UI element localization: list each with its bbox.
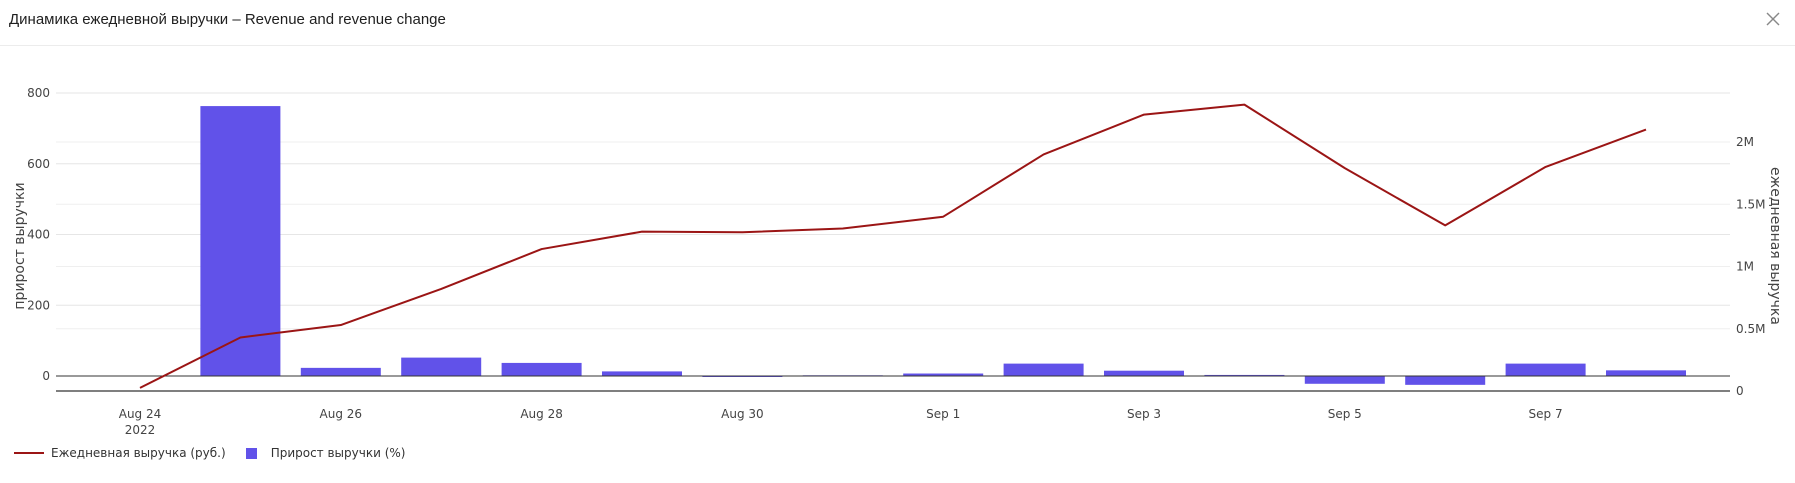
chart-header: Динамика ежедневной выручки – Revenue an… [0,0,1795,46]
bar [1606,370,1686,376]
line-series [139,103,1647,389]
x-tick-label: Sep 7 [1529,407,1563,421]
x-tick-label: Sep 5 [1328,407,1362,421]
x-tick-label: Sep 1 [926,407,960,421]
legend-item-growth[interactable]: Прирост выручки (%) [245,446,406,460]
x-tick-label: Aug 30 [721,407,764,421]
right-tick-label: 1M [1736,260,1754,274]
bar [903,373,984,376]
x-axis-ticks: Aug 24 Aug 26 Aug 28 Aug 30 Sep 1 Sep 3 Sep 5 S… [119,407,1563,437]
bar [1304,376,1385,384]
bar [602,371,682,376]
x-tick-label: Aug 24 [119,407,162,421]
bar [200,106,281,377]
legend-label-revenue: Ежедневная выручка (руб.) [51,446,226,460]
bar [1505,363,1586,376]
chart-title: Динамика ежедневной выручки – Revenue an… [9,11,446,28]
bar-swatch [245,447,257,459]
x-tick-label: Aug 28 [520,407,563,421]
bar [300,367,381,376]
close-icon[interactable] [1763,9,1783,29]
line-swatch [14,452,44,454]
left-tick-label: 400 [27,228,50,242]
bar [1104,370,1184,376]
right-tick-label: 0.5M [1736,322,1765,336]
right-axis-title: ежедневная выручка [1767,167,1783,325]
left-tick-label: 200 [27,298,50,312]
right-tick-label: 2M [1736,135,1754,149]
left-tick-label: 800 [27,86,50,100]
left-axis-title: прирост выручки [12,182,28,309]
left-tick-label: 600 [27,157,50,171]
revenue-line [139,103,1647,389]
legend-item-revenue[interactable]: Ежедневная выручка (руб.) [14,446,226,460]
bar [401,357,482,376]
x-tick-label: Aug 26 [320,407,363,421]
bar-series [200,106,1686,385]
bar [1405,376,1486,385]
bar [1003,363,1084,376]
bar [1204,374,1285,376]
right-axis-ticks: 0 0.5M 1M 1.5M 2M [1736,135,1765,398]
x-year-label: 2022 [125,423,156,437]
right-tick-label: 1.5M [1736,197,1765,211]
right-tick-label: 0 [1736,384,1744,398]
grid-lines [56,92,1730,392]
left-tick-label: 0 [42,369,50,383]
legend: Ежедневная выручка (руб.) Прирост выручк… [14,446,425,460]
left-axis-ticks: 0 200 400 600 800 [27,86,50,383]
x-tick-label: Sep 3 [1127,407,1161,421]
legend-label-growth: Прирост выручки (%) [270,446,406,460]
bar [501,362,582,376]
